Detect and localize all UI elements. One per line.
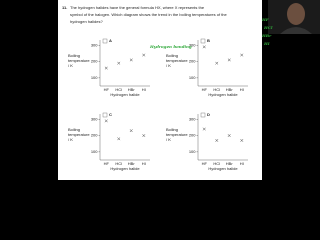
y-axis-label: temperature — [166, 132, 188, 137]
handwritten-formula: HI — [263, 41, 270, 46]
question-line: symbol of the halogen. Which diagram sho… — [70, 12, 228, 17]
x-tick-label: HCl — [213, 87, 220, 92]
data-point — [215, 138, 219, 142]
y-tick-label: 300 — [189, 116, 196, 121]
y-tick-label: 100 — [189, 75, 196, 80]
data-point — [117, 137, 121, 141]
question-line: The hydrogen halides have the general fo… — [70, 5, 205, 10]
y-tick-label: 300 — [91, 42, 98, 47]
option-box — [102, 112, 108, 118]
option-box — [200, 112, 206, 118]
x-tick-label: HBr — [226, 161, 234, 166]
handwritten-formula: HCl — [263, 25, 273, 30]
screen: 11. The hydrogen halides have the genera… — [58, 0, 320, 180]
x-tick-label: HI — [142, 87, 146, 92]
x-tick-label: HI — [240, 87, 244, 92]
x-tick-label: HI — [142, 161, 146, 166]
option-letter: D — [207, 112, 210, 117]
handwritten-note: Hydrogen bonding — [149, 44, 192, 49]
data-point — [227, 134, 231, 138]
x-tick-label: HBr — [226, 87, 234, 92]
y-axis-label: / K — [166, 63, 171, 68]
y-axis-label: temperature — [68, 132, 90, 137]
data-point — [227, 58, 231, 62]
y-tick-label: 100 — [91, 149, 98, 154]
x-tick-label: HI — [240, 161, 244, 166]
question-text: The hydrogen halides have the general fo… — [70, 5, 228, 24]
data-point — [129, 58, 133, 62]
y-axis-label: temperature — [166, 58, 188, 63]
x-tick-label: HF — [202, 161, 208, 166]
option-letter: C — [109, 112, 112, 117]
data-point — [104, 66, 108, 70]
data-point — [142, 53, 146, 57]
data-point — [104, 119, 108, 123]
question-number: 11. — [62, 5, 67, 10]
x-tick-label: HCl — [115, 87, 122, 92]
x-axis-label: Hydrogen halide — [208, 92, 238, 97]
x-axis-label: Hydrogen halide — [110, 166, 140, 171]
page: 11. The hydrogen halides have the genera… — [58, 0, 320, 180]
question-line: hydrogen halides? — [70, 19, 103, 24]
presenter-head — [287, 3, 305, 25]
x-axis-label: Hydrogen halide — [110, 92, 140, 97]
y-axis-label: / K — [166, 137, 171, 142]
data-point — [202, 127, 206, 131]
x-axis-label: Hydrogen halide — [208, 166, 238, 171]
worksheet — [58, 0, 262, 180]
x-tick-label: HF — [104, 87, 110, 92]
x-tick-label: HCl — [213, 161, 220, 166]
y-tick-label: 200 — [91, 59, 98, 64]
y-tick-label: 200 — [91, 133, 98, 138]
y-axis-label: / K — [68, 63, 73, 68]
y-axis-label: / K — [68, 137, 73, 142]
option-letter: B — [207, 38, 210, 43]
annotations: HF HCl HBr HI Hydrogen bonding — [149, 17, 273, 49]
y-tick-label: 300 — [91, 116, 98, 121]
x-tick-label: HF — [104, 161, 110, 166]
data-point — [202, 45, 206, 49]
y-tick-label: 200 — [189, 59, 196, 64]
presenter-body — [280, 27, 312, 34]
handwritten-formula: HF — [261, 17, 270, 22]
y-tick-label: 300 — [189, 42, 196, 47]
option-box — [200, 38, 206, 44]
y-axis-label: Boiling — [68, 127, 80, 132]
y-axis-label: Boiling — [166, 53, 178, 58]
x-tick-label: HF — [202, 87, 208, 92]
data-point — [117, 61, 121, 65]
y-tick-label: 100 — [91, 75, 98, 80]
option-letter: A — [109, 38, 112, 43]
y-axis-label: Boiling — [166, 127, 178, 132]
x-tick-label: HBr — [128, 87, 136, 92]
data-point — [240, 53, 244, 57]
option-box — [102, 38, 108, 44]
x-tick-label: HBr — [128, 161, 136, 166]
x-tick-label: HCl — [115, 161, 122, 166]
data-point — [142, 134, 146, 138]
y-axis-label: temperature — [68, 58, 90, 63]
y-tick-label: 200 — [189, 133, 196, 138]
data-point — [129, 129, 133, 133]
webcam — [268, 0, 320, 34]
y-tick-label: 100 — [189, 149, 196, 154]
handwritten-formula: HBr — [261, 33, 272, 38]
data-point — [215, 61, 219, 65]
data-point — [240, 138, 244, 142]
y-axis-label: Boiling — [68, 53, 80, 58]
